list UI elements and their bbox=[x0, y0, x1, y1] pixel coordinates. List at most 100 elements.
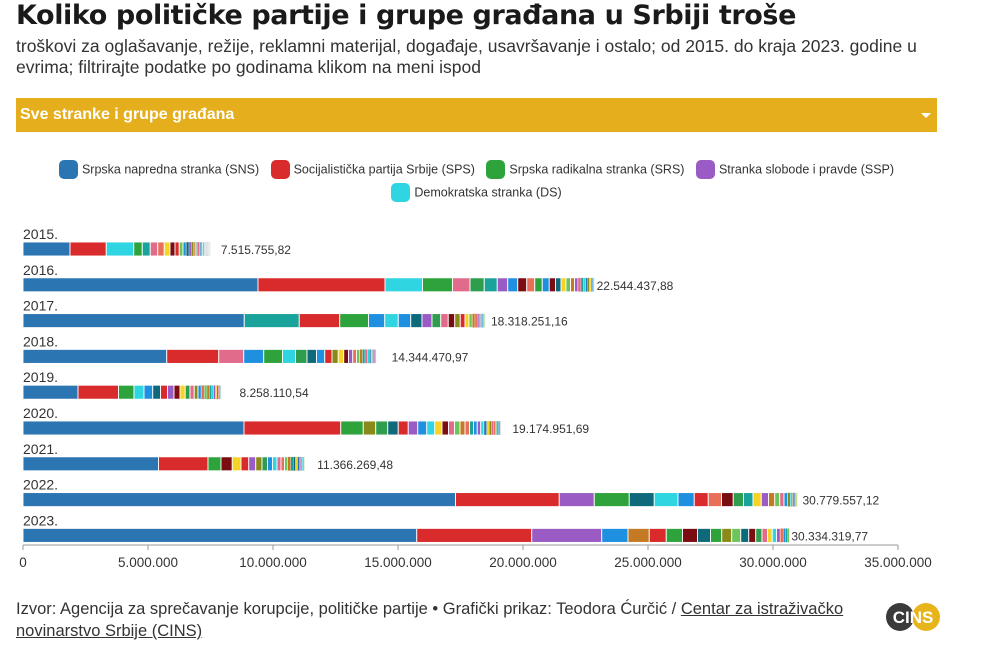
bar-segment bbox=[441, 420, 449, 436]
legend-item-sns[interactable]: Srpska napredna stranka (SNS) bbox=[58, 158, 259, 181]
bar-segment bbox=[517, 277, 528, 293]
bar-segment bbox=[486, 420, 490, 436]
bar-segment bbox=[174, 241, 180, 257]
x-tick-label: 15.000.000 bbox=[364, 555, 432, 570]
chart-subtitle: troškovi za oglašavanje, režije, reklamn… bbox=[16, 36, 917, 77]
bar-segment bbox=[169, 241, 176, 257]
bar-segment bbox=[783, 528, 786, 543]
bar-segment bbox=[476, 420, 482, 436]
year-label: 2016. bbox=[23, 262, 58, 278]
bar-segment bbox=[198, 241, 201, 257]
bar-segment bbox=[188, 241, 192, 257]
bar-segment bbox=[459, 313, 466, 329]
bar-segment bbox=[489, 420, 492, 436]
bar-segment bbox=[207, 456, 222, 472]
legend-label: Srpska radikalna stranka (SRS) bbox=[509, 162, 685, 177]
bar-segment bbox=[213, 385, 216, 400]
x-tick-label: 35.000.000 bbox=[864, 555, 932, 570]
bar-segment bbox=[526, 277, 536, 293]
dropdown-selected-value: Sve stranke i grupe građana bbox=[20, 106, 235, 123]
bar-segment bbox=[760, 492, 769, 508]
bar-segment bbox=[792, 492, 795, 507]
bar-segment bbox=[693, 492, 709, 508]
bar-segment bbox=[761, 527, 768, 543]
bar-segment bbox=[196, 241, 199, 257]
bar-segment bbox=[796, 492, 798, 507]
bar-segment bbox=[628, 492, 655, 508]
bar-segment bbox=[710, 527, 723, 543]
bar-segment bbox=[447, 313, 456, 329]
cins-logo-text: CINS bbox=[893, 608, 934, 627]
bar-segment bbox=[421, 313, 433, 329]
bar-segment bbox=[306, 348, 317, 364]
bar-segment bbox=[459, 420, 466, 436]
bar-segment bbox=[555, 277, 562, 293]
source-credit: Izvor: Agencija za sprečavanje korupcije… bbox=[16, 598, 886, 642]
bar-segment bbox=[397, 420, 409, 436]
bar-segment bbox=[152, 384, 161, 400]
bar-segment bbox=[768, 492, 776, 508]
bar-segment bbox=[472, 313, 476, 328]
bar-segment bbox=[426, 420, 436, 436]
bar-segment bbox=[22, 384, 79, 400]
bar-segment bbox=[272, 456, 278, 472]
bar-segment bbox=[343, 348, 349, 364]
bar-segment bbox=[477, 313, 480, 328]
bar-segment bbox=[215, 385, 218, 400]
bar-segment bbox=[201, 385, 205, 400]
bar-segment bbox=[785, 528, 788, 543]
legend-item-sps[interactable]: Socijalistička partija Srbije (SPS) bbox=[270, 158, 475, 181]
cins-link[interactable]: Centar za istraživačko novinarstvo Srbij… bbox=[16, 600, 844, 640]
year-label: 2021. bbox=[23, 441, 58, 457]
bar-segment bbox=[574, 277, 579, 293]
bar-segment bbox=[682, 527, 698, 543]
legend-label: Stranka slobode i pravde (SSP) bbox=[718, 162, 895, 177]
bar-segment bbox=[590, 277, 593, 292]
bar-segment bbox=[585, 277, 588, 292]
bar-segment bbox=[452, 277, 471, 293]
bar-segment bbox=[431, 313, 442, 329]
bar-segment bbox=[359, 349, 363, 364]
bar-segment bbox=[790, 492, 793, 507]
bar-segment bbox=[495, 420, 497, 436]
bar-segment bbox=[22, 277, 259, 293]
bar-segment bbox=[375, 420, 389, 436]
bar-segment bbox=[362, 349, 366, 364]
bar-segment bbox=[787, 492, 791, 507]
total-label: 30.779.557,12 bbox=[802, 494, 879, 508]
bar-segment bbox=[157, 241, 165, 257]
bar-segment bbox=[204, 385, 208, 400]
bar-segment bbox=[375, 349, 377, 364]
chevron-down-icon bbox=[921, 113, 931, 118]
bar-segment bbox=[290, 456, 294, 471]
year-label: 2015. bbox=[23, 226, 58, 242]
bar-segment bbox=[740, 527, 750, 543]
bar-segment bbox=[243, 348, 265, 364]
bar-segment bbox=[541, 277, 550, 293]
legend-item-srs[interactable]: Srpska radikalna stranka (SRS) bbox=[486, 158, 684, 181]
party-filter-dropdown[interactable]: Sve stranke i grupe građana bbox=[16, 98, 937, 132]
legend-swatch bbox=[391, 182, 411, 202]
bar-segment bbox=[464, 420, 470, 436]
bar-segment bbox=[372, 349, 374, 364]
legend-item-ssp[interactable]: Stranka slobode i pravde (SSP) bbox=[695, 158, 895, 181]
bar-segment bbox=[22, 420, 245, 436]
bar-segment bbox=[298, 313, 341, 329]
bar-segment bbox=[191, 241, 194, 257]
bar-segment bbox=[455, 492, 560, 508]
bar-segment bbox=[440, 313, 449, 329]
bar-segment bbox=[483, 313, 485, 328]
bar-segment bbox=[587, 277, 590, 292]
bar-segment bbox=[473, 420, 478, 436]
legend-swatch bbox=[58, 160, 78, 180]
bar-segment bbox=[352, 348, 357, 364]
bar-segment bbox=[143, 384, 154, 400]
bar-segment bbox=[731, 527, 742, 543]
legend-item-ds[interactable]: Demokratska stranka (DS) bbox=[391, 181, 562, 204]
bar-segment bbox=[422, 277, 453, 293]
bar-segment bbox=[362, 420, 377, 436]
bar-segment bbox=[370, 349, 373, 364]
year-label: 2022. bbox=[23, 477, 58, 493]
bar-segment bbox=[324, 348, 333, 364]
bar-segment bbox=[592, 277, 594, 292]
